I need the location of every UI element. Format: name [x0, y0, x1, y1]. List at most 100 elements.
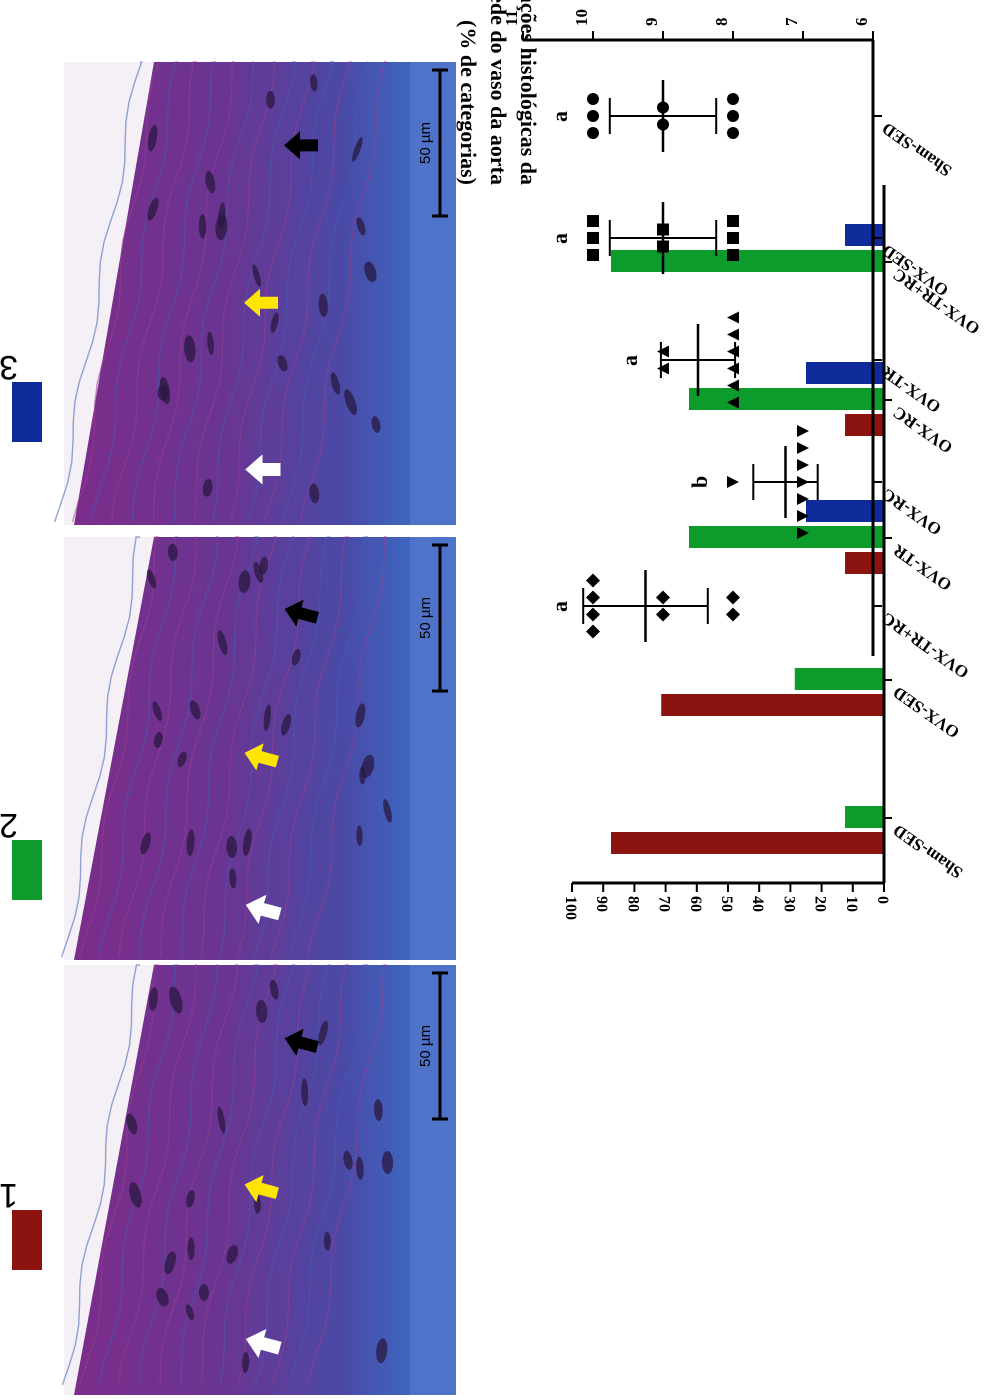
scale-bar: 50 µm	[417, 971, 448, 1121]
bar-OVX-TR-series-2	[689, 526, 884, 548]
data-point-OVX-TR	[727, 396, 739, 409]
data-point-OVX-TR+RC	[726, 607, 740, 622]
data-point-OVX-TR	[727, 328, 739, 341]
data-point-OVX-RC	[797, 527, 809, 539]
bar-y-axis-label: parede do vaso da aorta	[486, 0, 511, 185]
significance-letter-OVX-RC: b	[687, 476, 712, 488]
data-point-Sham-SED	[727, 127, 739, 139]
scatter-tick-label: 6	[852, 18, 871, 27]
scatter-category-label: OVX-RC	[878, 485, 945, 540]
scatter-tick-label: 7	[782, 17, 801, 26]
bar-tick-label: 100	[562, 896, 579, 920]
bar-OVX-RC-series-3	[806, 362, 884, 384]
micrograph-panel: 50 µm	[53, 61, 456, 525]
data-point-OVX-TR+RC	[586, 590, 600, 605]
scatter-category-label: OVX-TR+RC	[878, 609, 972, 683]
scale-bar-label: 50 µm	[417, 1025, 434, 1067]
bar-y-axis-label: Grau de alterações histológicas da	[516, 0, 541, 185]
bar-tick-label: 60	[687, 896, 704, 912]
data-point-OVX-SED	[587, 215, 599, 227]
bar-tick-label: 70	[656, 896, 673, 912]
legend: 1 2 3	[0, 348, 42, 1270]
bar-tick-label: 80	[624, 896, 641, 912]
data-point-OVX-RC	[727, 476, 739, 488]
legend-swatch-3	[12, 382, 42, 442]
data-point-OVX-SED	[727, 215, 739, 227]
bar-Sham-SED-series-2	[845, 806, 884, 828]
data-point-OVX-TR+RC	[656, 607, 670, 622]
scale-bar-label: 50 µm	[417, 122, 434, 164]
legend-label-2: 2	[0, 806, 18, 844]
annotation-arrow	[284, 599, 319, 627]
scatter-tick-label: 10	[572, 9, 591, 26]
legend-label-3: 3	[0, 348, 18, 386]
data-point-Sham-SED	[587, 93, 599, 105]
data-point-OVX-TR	[727, 311, 739, 324]
data-point-OVX-SED	[587, 232, 599, 244]
data-point-OVX-RC	[797, 425, 809, 437]
scale-bar-label: 50 µm	[417, 597, 434, 639]
annotation-arrow	[245, 894, 282, 924]
data-point-Sham-SED	[587, 127, 599, 139]
micrograph-panels: 50 µm 50 µm 50 µm	[53, 61, 456, 1395]
data-point-OVX-TR+RC	[586, 624, 600, 639]
data-point-OVX-SED	[727, 232, 739, 244]
scale-bar: 50 µm	[417, 68, 448, 218]
significance-letter-OVX-TR: a	[617, 355, 642, 366]
annotation-arrow	[244, 288, 278, 317]
annotation-arrow	[284, 131, 318, 160]
annotation-arrow	[245, 454, 281, 485]
data-point-OVX-TR+RC	[586, 573, 600, 588]
data-point-OVX-SED	[587, 249, 599, 261]
legend-label-1: 1	[0, 1176, 18, 1214]
annotation-arrow	[244, 1175, 279, 1203]
bar-OVX-TR+RC-series-3	[845, 224, 884, 246]
data-point-OVX-TR	[727, 345, 739, 358]
micrograph-panel: 50 µm	[61, 964, 456, 1395]
data-point-OVX-TR	[727, 379, 739, 392]
annotation-arrow	[284, 1028, 319, 1056]
data-point-OVX-RC	[797, 459, 809, 471]
significance-letter-Sham-SED: a	[547, 111, 572, 122]
bar-tick-label: 20	[812, 896, 829, 912]
data-point-Sham-SED	[727, 110, 739, 122]
annotation-arrow	[245, 1328, 282, 1359]
data-point-Sham-SED	[727, 93, 739, 105]
bar-OVX-SED-series-1	[661, 694, 884, 716]
data-point-OVX-TR+RC	[726, 590, 740, 605]
bar-OVX-TR-series-1	[845, 552, 884, 574]
bar-category-label: OVX-RC	[889, 403, 956, 458]
legend-swatch-2	[12, 840, 42, 900]
annotation-arrow	[244, 743, 279, 771]
bar-tick-label: 90	[593, 896, 610, 912]
bar-tick-label: 40	[749, 896, 766, 912]
legend-swatch-1	[12, 1210, 42, 1270]
bar-OVX-TR+RC-series-2	[611, 250, 884, 272]
micrograph-panel: 50 µm	[60, 536, 456, 960]
data-point-OVX-RC	[797, 442, 809, 454]
scatter-category-label: Sham-SED	[878, 119, 955, 181]
bar-category-label: OVX-SED	[889, 683, 963, 742]
significance-letter-OVX-TR+RC: a	[547, 601, 572, 612]
significance-letter-OVX-SED: a	[547, 233, 572, 244]
bar-y-axis-label: (% de categorias)	[456, 20, 481, 185]
bar-OVX-RC-series-1	[845, 414, 884, 436]
bar-tick-label: 30	[780, 896, 797, 912]
data-point-OVX-TR	[657, 345, 669, 358]
bar-Sham-SED-series-1	[611, 832, 884, 854]
scatter-tick-label: 8	[712, 18, 731, 27]
data-point-OVX-TR+RC	[656, 590, 670, 605]
bar-category-label: Sham-SED	[889, 821, 966, 883]
scale-bar: 50 µm	[417, 543, 448, 693]
data-point-Sham-SED	[587, 110, 599, 122]
scatter-tick-label: 9	[642, 18, 661, 27]
bar-OVX-SED-series-2	[794, 668, 884, 690]
bar-tick-label: 50	[718, 896, 735, 912]
data-point-OVX-SED	[727, 249, 739, 261]
data-point-OVX-TR	[727, 362, 739, 375]
bar-OVX-RC-series-2	[689, 388, 884, 410]
bar-tick-label: 0	[874, 896, 891, 904]
data-point-OVX-RC	[797, 493, 809, 505]
bar-category-label: OVX-TR	[889, 540, 955, 594]
